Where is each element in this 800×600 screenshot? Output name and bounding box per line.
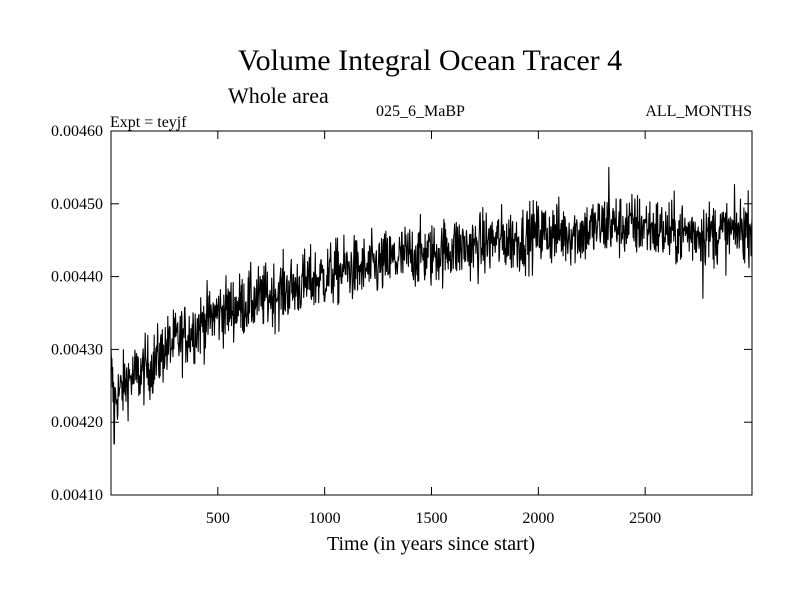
months-label: ALL_MONTHS — [645, 103, 752, 120]
y-tick-label: 0.00420 — [51, 414, 103, 431]
x-tick-label: 500 — [206, 510, 230, 527]
experiment-label: Expt = teyjf — [110, 114, 187, 131]
y-tick-label: 0.00410 — [51, 487, 103, 504]
series-line — [110, 166, 753, 445]
x-tick-label: 2500 — [629, 510, 661, 527]
y-tick-label: 0.00460 — [51, 123, 103, 140]
series-group — [110, 166, 753, 445]
y-axis: 0.00410 0.00420 0.00430 0.00440 0.00450 0.004… — [51, 123, 752, 504]
x-tick-label: 1000 — [309, 510, 341, 527]
x-axis: 500 1000 1500 2000 2500 — [206, 131, 661, 527]
y-tick-label: 0.00450 — [51, 196, 103, 213]
chart-title: Volume Integral Ocean Tracer 4 — [238, 44, 622, 77]
x-tick-label: 2000 — [522, 510, 554, 527]
chart-subtitle: Whole area — [228, 83, 329, 108]
x-tick-label: 1500 — [416, 510, 448, 527]
x-axis-label: Time (in years since start) — [327, 533, 535, 555]
run-label: 025_6_MaBP — [376, 103, 465, 120]
y-tick-label: 0.00440 — [51, 269, 103, 286]
y-tick-label: 0.00430 — [51, 341, 103, 358]
